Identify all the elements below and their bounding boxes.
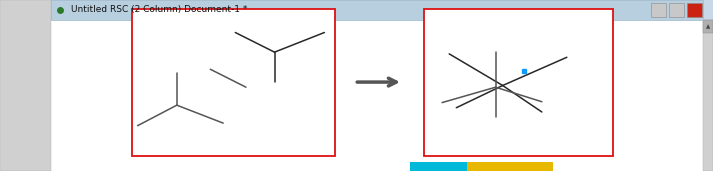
Bar	[0, 0, 51, 171]
Bar	[467, 162, 553, 171]
Bar	[651, 3, 666, 17]
Bar	[132, 9, 335, 156]
Bar	[703, 20, 713, 171]
Bar	[669, 3, 684, 17]
Bar	[703, 20, 713, 33]
Bar	[51, 0, 703, 20]
Bar	[410, 162, 467, 171]
Bar	[424, 9, 613, 156]
Bar	[687, 3, 702, 17]
Bar	[51, 20, 703, 171]
Text: ▲: ▲	[706, 24, 710, 29]
Text: Untitled RSC (2 Column) Document-1 *: Untitled RSC (2 Column) Document-1 *	[71, 5, 247, 14]
